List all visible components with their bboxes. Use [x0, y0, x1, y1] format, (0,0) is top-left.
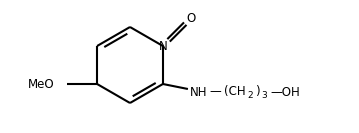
- Text: —: —: [209, 86, 221, 99]
- Text: —OH: —OH: [270, 86, 300, 99]
- Text: MeO: MeO: [28, 78, 54, 90]
- Text: 2: 2: [247, 92, 253, 101]
- Text: (CH: (CH: [224, 86, 246, 99]
- Text: ): ): [255, 86, 259, 99]
- Text: 3: 3: [261, 92, 267, 101]
- Text: NH: NH: [190, 86, 208, 99]
- Text: O: O: [186, 11, 196, 24]
- Text: N: N: [159, 40, 167, 53]
